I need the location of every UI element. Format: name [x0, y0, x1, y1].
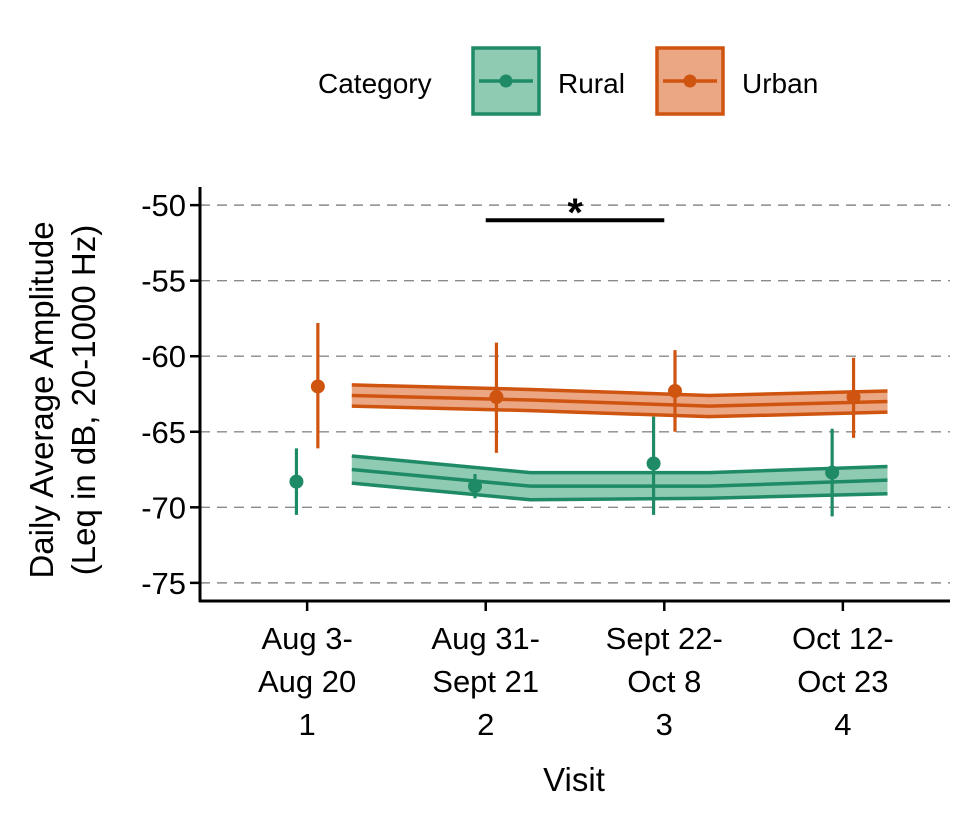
gridlines	[200, 204, 950, 584]
x-tick-label: Oct 12-	[792, 621, 894, 656]
x-tick-label: Sept 22-	[606, 621, 723, 656]
trend-band-rural	[351, 455, 888, 500]
legend: Category Rural Urban	[318, 46, 818, 116]
legend-point-urban	[683, 74, 697, 88]
data-point-urban	[668, 383, 682, 398]
x-tick-label: 1	[299, 707, 316, 742]
data-point-rural	[468, 479, 482, 494]
annotations: *	[485, 191, 665, 235]
data-point-rural	[289, 474, 304, 489]
y-tick-label: -65	[141, 415, 186, 450]
y-axis-title-line-2: (Leq in dB, 20-1000 Hz)	[65, 225, 102, 575]
data-point-urban	[310, 379, 325, 394]
x-tick-label: Aug 31-	[431, 621, 540, 656]
trend-line-urban	[351, 393, 888, 408]
tick-labels: -75 -70 -65 -60 -55 -50 Aug 3- Aug 20 1 Aug 31- Se…	[141, 188, 893, 742]
legend-title: Category	[318, 68, 432, 99]
x-tick-label: Oct 8	[627, 664, 701, 699]
trend-line-urban	[351, 383, 888, 398]
x-tick-label: 2	[477, 707, 494, 742]
axes	[190, 187, 950, 611]
y-tick-label: -55	[141, 264, 186, 299]
trend-line-rural	[351, 467, 888, 488]
x-tick-label: Aug 20	[258, 664, 356, 699]
trend-bands	[351, 383, 888, 502]
significance-label: *	[567, 191, 583, 235]
y-tick-label: -70	[141, 490, 186, 525]
data-point-urban	[489, 390, 504, 405]
x-tick-label: 4	[834, 707, 851, 742]
data-point-rural	[825, 465, 840, 480]
y-tick-label: -75	[141, 566, 186, 601]
legend-label-rural: Rural	[558, 68, 625, 99]
y-tick-label: -50	[141, 188, 186, 223]
trend-line-rural	[351, 481, 888, 502]
y-axis-title-line-1: Daily Average Amplitude	[23, 221, 60, 578]
trend-line-urban	[351, 404, 888, 419]
error-points	[289, 322, 861, 517]
data-point-urban	[846, 390, 861, 405]
x-tick-label: Oct 23	[797, 664, 888, 699]
axis-titles: Visit Daily Average Amplitude (Leq in dB, …	[23, 221, 605, 798]
x-tick-label: Aug 3-	[261, 621, 352, 656]
trend-line-rural	[351, 454, 888, 475]
x-tick-label: Sept 21	[432, 664, 539, 699]
legend-label-urban: Urban	[742, 68, 818, 99]
x-tick-label: 3	[656, 707, 673, 742]
y-tick-label: -60	[141, 339, 186, 374]
x-axis-title: Visit	[543, 761, 605, 798]
data-point-rural	[646, 456, 661, 471]
legend-point-rural	[499, 74, 513, 88]
